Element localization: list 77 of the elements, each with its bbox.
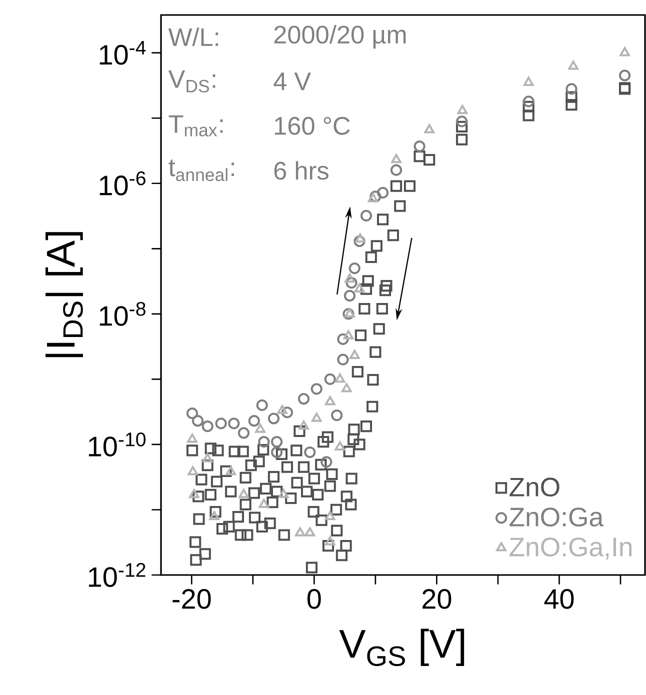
point xyxy=(238,427,250,439)
point xyxy=(255,424,266,433)
point xyxy=(324,510,336,520)
point xyxy=(298,393,310,405)
x-tick-label: 40 xyxy=(544,589,574,609)
point xyxy=(337,354,349,366)
y-tick-label: 10$^{-8}$ xyxy=(100,302,146,326)
point xyxy=(228,418,240,430)
x-tick-label: 0 xyxy=(307,589,321,609)
point xyxy=(391,154,402,164)
point xyxy=(331,409,343,422)
point xyxy=(390,164,402,176)
point xyxy=(334,441,346,451)
point xyxy=(258,498,270,508)
point xyxy=(354,235,366,248)
y-tick-label: 10$^{-4}$ xyxy=(100,40,146,65)
annotation: 4 V xyxy=(274,72,311,90)
point xyxy=(344,290,356,302)
point xyxy=(202,420,214,432)
y-tick-label: 10$^{-12}$ xyxy=(88,563,146,588)
point xyxy=(324,373,336,385)
point xyxy=(344,308,355,318)
point xyxy=(344,273,355,283)
point xyxy=(324,396,336,406)
annotation: 6 hrs xyxy=(274,161,328,180)
annotation: 160 °C xyxy=(274,116,350,135)
annotation: V$_{DS}$: xyxy=(168,70,216,92)
point xyxy=(424,124,434,134)
annotation: T$_{max}$: xyxy=(168,115,223,136)
point xyxy=(281,406,294,418)
point xyxy=(457,104,468,114)
point xyxy=(620,47,630,56)
point xyxy=(376,186,389,198)
x-tick-label: -20 xyxy=(172,589,211,609)
y-tick-label: 10$^{-6}$ xyxy=(100,171,146,196)
point xyxy=(310,383,322,395)
annotation: t$_{anneal}$: xyxy=(168,160,234,182)
point xyxy=(187,434,198,443)
point xyxy=(304,527,316,536)
point xyxy=(523,76,534,86)
point xyxy=(346,276,358,289)
point xyxy=(341,383,352,392)
point xyxy=(343,330,354,340)
x-axis-title: V$_{GS}$ [V] xyxy=(339,628,464,666)
annotation: 2000/20 µm xyxy=(274,25,406,49)
point xyxy=(334,373,346,383)
point xyxy=(186,408,198,420)
legend-label: ZnO:Ga xyxy=(510,508,604,526)
point xyxy=(248,415,260,427)
point xyxy=(354,233,366,243)
point xyxy=(349,350,360,359)
point xyxy=(215,418,227,430)
x-tick-label: 20 xyxy=(422,589,452,609)
point xyxy=(368,193,378,202)
point xyxy=(270,436,283,448)
point xyxy=(337,333,349,345)
legend-label: ZnO:Ga,In xyxy=(510,538,632,560)
point xyxy=(277,404,288,414)
point xyxy=(618,70,631,82)
point xyxy=(414,140,426,152)
point xyxy=(192,415,204,427)
point xyxy=(348,262,360,274)
point xyxy=(238,488,249,498)
annotation: W/L: xyxy=(168,28,218,46)
y-tick-label: 10$^{-10}$ xyxy=(88,432,146,456)
point xyxy=(370,190,382,202)
point xyxy=(188,466,198,476)
point xyxy=(268,412,280,424)
point xyxy=(360,210,372,222)
point xyxy=(342,308,354,320)
point xyxy=(304,446,316,458)
point xyxy=(256,399,268,411)
point xyxy=(311,412,322,422)
legend-label: ZnO xyxy=(510,478,560,497)
y-axis-title: |I$_{DS}$| [A] xyxy=(46,232,83,358)
point xyxy=(294,527,306,536)
point xyxy=(568,60,578,70)
